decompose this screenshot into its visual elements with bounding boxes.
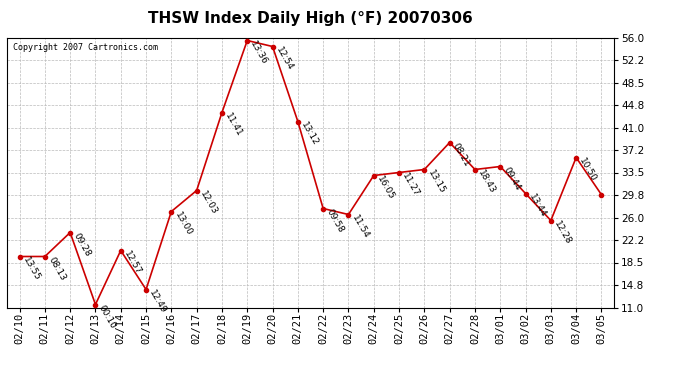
Text: 13:00: 13:00 [172, 210, 193, 237]
Text: THSW Index Daily High (°F) 20070306: THSW Index Daily High (°F) 20070306 [148, 11, 473, 26]
Text: 11:41: 11:41 [224, 111, 244, 138]
Text: 16:05: 16:05 [375, 174, 396, 201]
Text: 13:36: 13:36 [248, 39, 269, 66]
Text: 08:21: 08:21 [451, 141, 472, 168]
Text: 13:12: 13:12 [299, 120, 320, 147]
Text: 12:03: 12:03 [198, 189, 219, 216]
Text: 12:54: 12:54 [274, 45, 295, 72]
Text: 11:27: 11:27 [400, 171, 421, 198]
Text: 09:44: 09:44 [502, 165, 522, 192]
Text: 11:54: 11:54 [350, 213, 371, 240]
Text: 13:55: 13:55 [21, 255, 41, 282]
Text: 10:50: 10:50 [578, 156, 598, 183]
Text: 12:28: 12:28 [552, 219, 573, 246]
Text: Copyright 2007 Cartronics.com: Copyright 2007 Cartronics.com [13, 43, 158, 52]
Text: 09:58: 09:58 [324, 207, 345, 234]
Text: 09:28: 09:28 [72, 231, 92, 258]
Text: 13:44: 13:44 [527, 192, 548, 219]
Text: 13:15: 13:15 [426, 168, 446, 195]
Text: 18:43: 18:43 [476, 168, 497, 195]
Text: 00:10: 00:10 [97, 303, 117, 330]
Text: 08:13: 08:13 [46, 255, 67, 282]
Text: 12:49: 12:49 [148, 288, 168, 315]
Text: 12:57: 12:57 [122, 249, 143, 276]
